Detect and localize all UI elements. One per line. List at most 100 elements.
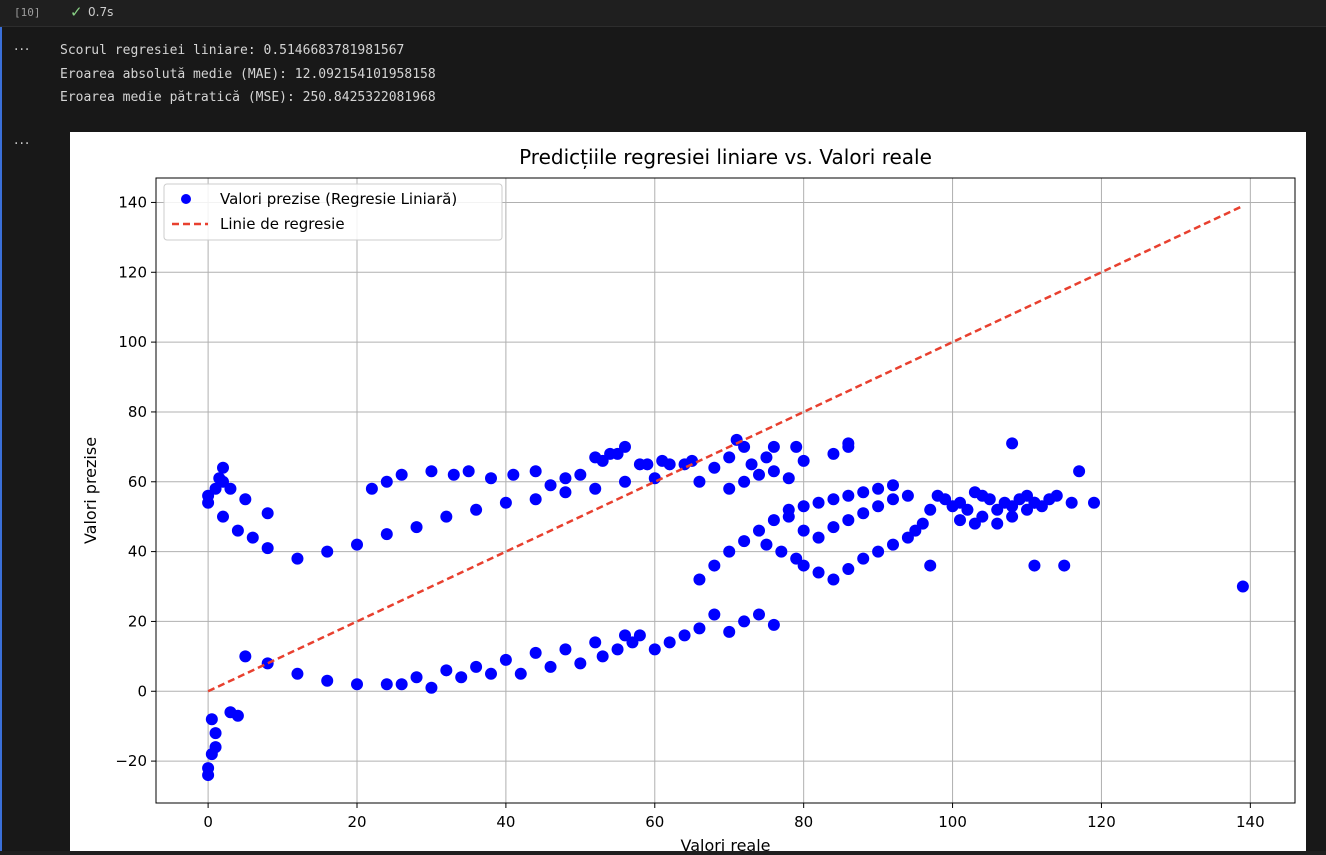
data-point bbox=[507, 468, 520, 481]
regression-line bbox=[207, 204, 1244, 693]
data-point bbox=[797, 500, 810, 513]
legend-box bbox=[163, 183, 503, 241]
data-point bbox=[410, 671, 423, 684]
data-point bbox=[291, 552, 304, 565]
data-point bbox=[231, 524, 244, 537]
data-point bbox=[790, 440, 803, 453]
data-point bbox=[425, 681, 438, 694]
x-tick-label: 40 bbox=[496, 813, 515, 831]
regression-line-layer bbox=[207, 204, 1244, 693]
data-point bbox=[205, 713, 218, 726]
data-point bbox=[1073, 465, 1086, 478]
data-point bbox=[767, 440, 780, 453]
data-point bbox=[648, 643, 661, 656]
data-point bbox=[872, 482, 885, 495]
data-point bbox=[351, 538, 363, 551]
data-point bbox=[842, 514, 855, 527]
x-axis-label: Valori reale bbox=[680, 836, 770, 851]
legend-label-line: Linie de regresie bbox=[220, 215, 345, 233]
data-point bbox=[589, 482, 602, 495]
data-point bbox=[782, 472, 795, 485]
data-point bbox=[440, 510, 453, 523]
execution-time: 0.7s bbox=[88, 5, 114, 19]
data-point bbox=[529, 493, 542, 506]
data-point bbox=[291, 667, 304, 680]
data-point bbox=[693, 573, 706, 586]
data-point bbox=[485, 667, 497, 680]
data-point bbox=[209, 741, 222, 754]
data-point bbox=[380, 528, 393, 541]
data-point bbox=[440, 664, 453, 677]
scatter-chart: 0 20 40 60 80 100 120 140−20020406080100120140 … bbox=[81, 145, 1296, 855]
data-point bbox=[611, 643, 624, 656]
data-point bbox=[499, 496, 512, 509]
data-point bbox=[395, 678, 408, 691]
data-point bbox=[447, 468, 460, 481]
y-tick-label: 60 bbox=[128, 473, 147, 491]
data-point bbox=[1028, 559, 1041, 572]
data-point bbox=[901, 489, 914, 502]
data-point bbox=[708, 461, 721, 474]
data-point bbox=[924, 503, 937, 516]
data-point bbox=[380, 678, 393, 691]
x-tick-label: 120 bbox=[1087, 813, 1116, 831]
axis-ticks: 0 20 40 60 80 100 120 140 −20 0 20 40 60 80 100 120 140 bbox=[115, 193, 1264, 831]
data-point bbox=[1028, 496, 1041, 509]
x-tick-label: 20 bbox=[347, 813, 366, 831]
data-point bbox=[767, 618, 780, 631]
data-point bbox=[812, 531, 825, 544]
data-point bbox=[693, 622, 706, 635]
data-point bbox=[827, 521, 840, 534]
data-point bbox=[217, 461, 229, 474]
chart-title: Predicțiile regresiei liniare vs. Valori… bbox=[519, 145, 932, 169]
cell-focus-bar bbox=[0, 0, 2, 851]
y-tick-label: 140 bbox=[118, 193, 147, 211]
data-point bbox=[380, 475, 393, 488]
data-point bbox=[462, 465, 475, 478]
data-point bbox=[261, 507, 274, 520]
legend-label-scatter: Valori prezise (Regresie Liniară) bbox=[220, 190, 457, 208]
data-point bbox=[529, 465, 542, 478]
data-point bbox=[619, 475, 631, 488]
data-point bbox=[559, 643, 572, 656]
data-point bbox=[753, 468, 765, 481]
data-point bbox=[983, 493, 996, 506]
data-point bbox=[775, 545, 788, 558]
data-point bbox=[954, 514, 966, 527]
x-tick-label: 140 bbox=[1236, 813, 1265, 831]
data-point bbox=[887, 493, 899, 506]
y-tick-label: 120 bbox=[118, 263, 147, 281]
x-tick-label: 60 bbox=[645, 813, 664, 831]
data-point bbox=[529, 646, 542, 659]
data-point bbox=[812, 496, 825, 509]
data-point bbox=[976, 510, 989, 523]
data-point bbox=[797, 454, 810, 467]
data-point bbox=[827, 447, 840, 460]
y-tick-label: 0 bbox=[137, 682, 147, 700]
data-point bbox=[633, 629, 646, 642]
data-point bbox=[1043, 493, 1056, 506]
data-point bbox=[410, 521, 423, 534]
data-point bbox=[261, 542, 274, 555]
data-point bbox=[857, 552, 870, 565]
data-point bbox=[842, 563, 855, 576]
data-point bbox=[827, 493, 840, 506]
data-point bbox=[224, 482, 237, 495]
scatter-points bbox=[202, 433, 1249, 782]
data-point bbox=[544, 660, 557, 673]
data-point bbox=[678, 629, 691, 642]
data-point bbox=[246, 531, 259, 544]
cell-status-row: [10] ✓ 0.7s bbox=[0, 0, 1326, 27]
data-point bbox=[499, 653, 512, 666]
data-point bbox=[321, 545, 334, 558]
data-point bbox=[857, 486, 870, 499]
data-point bbox=[1006, 437, 1019, 450]
x-tick-label: 0 bbox=[203, 813, 213, 831]
data-point bbox=[321, 674, 334, 687]
data-point bbox=[812, 566, 825, 579]
output-more-actions-button-2[interactable]: ... bbox=[14, 132, 31, 148]
output-more-actions-button[interactable]: ... bbox=[14, 38, 31, 54]
data-point bbox=[619, 440, 631, 453]
data-point bbox=[425, 465, 438, 478]
y-tick-label: 80 bbox=[128, 403, 147, 421]
